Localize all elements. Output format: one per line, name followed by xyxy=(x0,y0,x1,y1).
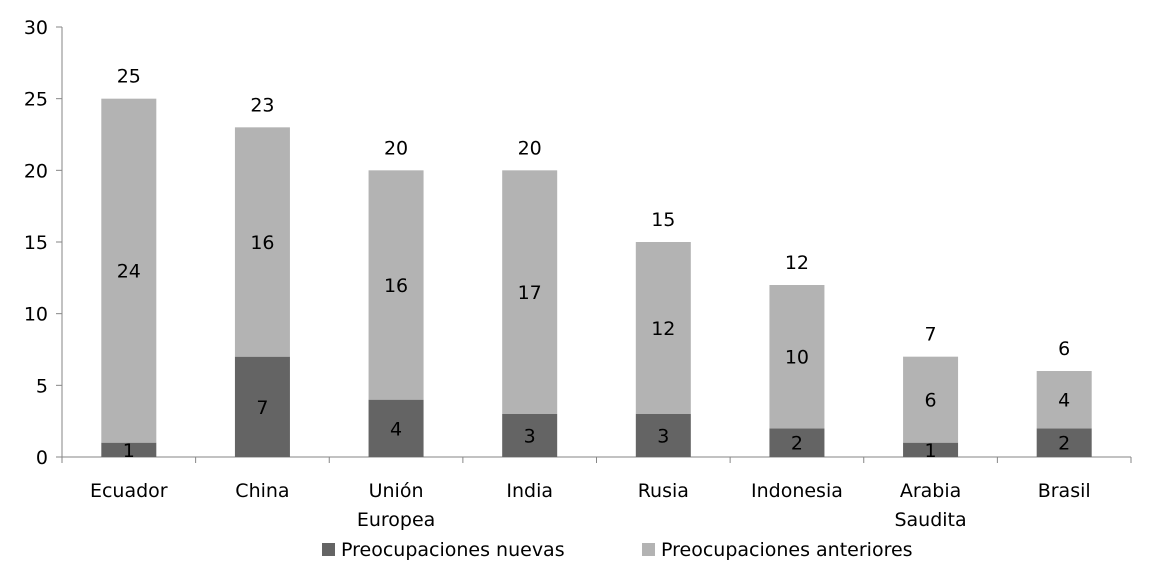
legend-swatch xyxy=(322,543,335,556)
legend-item: Preocupaciones nuevas xyxy=(322,539,565,561)
category-label-line: Arabia xyxy=(900,480,961,502)
bar-segment xyxy=(1036,428,1092,457)
y-axis: 0 5 10 15 20 25 30 xyxy=(24,17,63,469)
data-label: 12 xyxy=(651,318,675,340)
category-label-line: Ecuador xyxy=(90,480,168,502)
bar-segment xyxy=(234,356,290,457)
category-label-line: China xyxy=(235,480,289,502)
category-label: China xyxy=(235,480,289,502)
data-label: 10 xyxy=(785,347,809,369)
legend-swatch xyxy=(642,543,655,556)
data-label: 2 xyxy=(791,433,803,455)
data-label: 1 xyxy=(123,440,135,462)
category-label-line: Europea xyxy=(357,509,435,531)
y-tick-label: 25 xyxy=(24,89,48,111)
data-label: 4 xyxy=(390,418,402,440)
y-tick-label: 15 xyxy=(24,232,48,254)
y-tick-label: 5 xyxy=(36,375,48,397)
y-tick-label: 20 xyxy=(24,160,48,182)
category-label: India xyxy=(506,480,553,502)
category-label-line: Rusia xyxy=(638,480,689,502)
total-label: 15 xyxy=(651,209,675,231)
bar-segment xyxy=(502,170,558,414)
category-label-line: Indonesia xyxy=(751,480,843,502)
bar-segment xyxy=(635,414,691,457)
bar-segment xyxy=(234,127,290,357)
category-label: Ecuador xyxy=(90,480,168,502)
bar-segment xyxy=(769,285,825,429)
data-label: 1 xyxy=(925,440,937,462)
total-label: 20 xyxy=(518,137,542,159)
total-label: 12 xyxy=(785,252,809,274)
data-label: 24 xyxy=(117,261,141,283)
bar-segment xyxy=(1036,371,1092,429)
data-label: 16 xyxy=(250,232,274,254)
category-label-line: Brasil xyxy=(1038,480,1091,502)
total-label: 7 xyxy=(925,324,937,346)
bar-segment xyxy=(903,356,959,443)
x-axis: Ecuador China Unión Europea India Rusia Indone… xyxy=(61,456,1132,531)
bar-segment xyxy=(101,442,157,457)
data-label: 17 xyxy=(518,282,542,304)
category-label: Rusia xyxy=(638,480,689,502)
category-label: Brasil xyxy=(1038,480,1091,502)
data-label: 16 xyxy=(384,275,408,297)
bar-segment xyxy=(101,98,157,443)
total-label: 20 xyxy=(384,137,408,159)
category-label-line: India xyxy=(506,480,553,502)
data-label: 2 xyxy=(1058,433,1070,455)
legend-item: Preocupaciones anteriores xyxy=(642,539,913,561)
data-label: 7 xyxy=(256,397,268,419)
legend: Preocupaciones nuevas Preocupaciones ante… xyxy=(322,539,913,561)
legend-label: Preocupaciones nuevas xyxy=(341,539,565,561)
category-label: Indonesia xyxy=(751,480,843,502)
legend-label: Preocupaciones anteriores xyxy=(661,539,913,561)
data-label: 3 xyxy=(657,426,669,448)
y-tick-label: 0 xyxy=(36,447,48,469)
category-label-line: Unión xyxy=(369,480,424,502)
bar-segment xyxy=(903,442,959,457)
bar-segment xyxy=(769,428,825,457)
total-label: 6 xyxy=(1058,338,1070,360)
data-label: 3 xyxy=(524,426,536,448)
category-label: Arabia Saudita xyxy=(894,480,966,531)
y-tick-label: 10 xyxy=(24,304,48,326)
y-tick-label: 30 xyxy=(24,17,48,39)
bar-segment xyxy=(502,414,558,457)
total-label: 25 xyxy=(117,66,141,88)
total-label: 23 xyxy=(250,94,274,116)
bar-segment xyxy=(368,170,424,400)
data-label: 6 xyxy=(925,390,937,412)
data-label: 4 xyxy=(1058,390,1070,412)
category-label-line: Saudita xyxy=(894,509,966,531)
category-label: Unión Europea xyxy=(357,480,435,531)
bar-segment xyxy=(635,242,691,414)
bar-segment xyxy=(368,399,424,457)
